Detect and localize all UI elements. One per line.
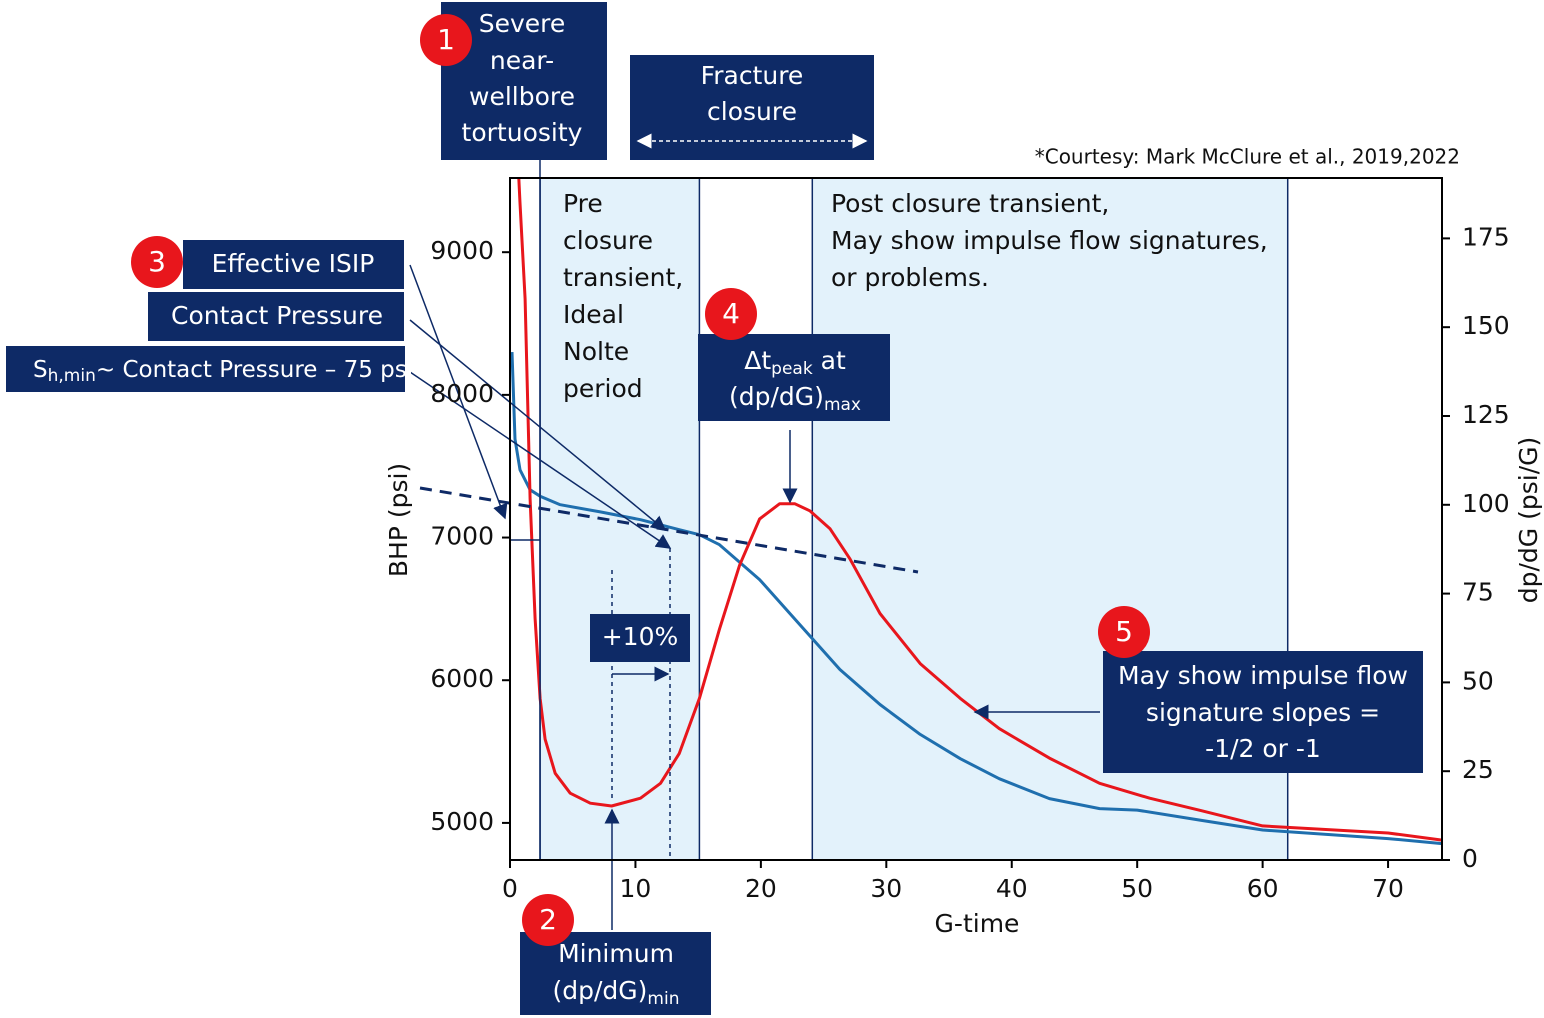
text-line: wellbore bbox=[469, 82, 575, 111]
x-tick-label: 0 bbox=[502, 874, 518, 903]
series-line bbox=[517, 177, 1443, 842]
text-line: (dp/dG)max bbox=[729, 382, 861, 415]
text-line: Ideal bbox=[563, 300, 624, 329]
text-line: Severe bbox=[479, 9, 566, 38]
y-tick-label: 5000 bbox=[430, 807, 494, 836]
text-part: Δt bbox=[744, 346, 771, 375]
badge: 5 bbox=[1115, 615, 1133, 648]
impulse-note: May show impulse flow signature slopes =… bbox=[1098, 606, 1423, 773]
text-line: Δtpeak at bbox=[744, 346, 846, 379]
text-line: closure bbox=[563, 226, 653, 255]
text-line: Sh,min~ Contact Pressure – 75 psi bbox=[33, 357, 413, 387]
y-tick-label: 8000 bbox=[430, 379, 494, 408]
text-line: or problems. bbox=[831, 263, 989, 292]
text-part: (dp/dG) bbox=[553, 976, 648, 1005]
text-line: May show impulse flow bbox=[1118, 661, 1408, 690]
text-line: Fracture bbox=[701, 61, 804, 90]
y-axis-label: BHP (psi) bbox=[384, 463, 413, 577]
y-tick-label: 9000 bbox=[430, 236, 494, 265]
y-tick-label: 6000 bbox=[430, 664, 494, 693]
plot-frame bbox=[509, 177, 1443, 861]
text-sub: max bbox=[824, 395, 861, 415]
text-line: Pre bbox=[563, 189, 603, 218]
text-line: Effective ISIP bbox=[212, 249, 375, 278]
text-line: transient, bbox=[563, 263, 683, 292]
text-line: signature slopes = bbox=[1146, 698, 1380, 727]
leaders bbox=[409, 160, 1100, 930]
badge: 1 bbox=[437, 23, 455, 56]
x-tick-label: 20 bbox=[745, 874, 777, 903]
text-line: Minimum bbox=[558, 939, 674, 968]
x-tick-label: 30 bbox=[870, 874, 902, 903]
y2-tick-label: 0 bbox=[1462, 844, 1478, 873]
effective-isip-note: Effective ISIP 3 bbox=[131, 236, 404, 289]
y2-tick-label: 125 bbox=[1462, 400, 1510, 429]
text-line: Nolte bbox=[563, 337, 629, 366]
y2-tick-label: 25 bbox=[1462, 755, 1494, 784]
y-tick-label: 7000 bbox=[430, 522, 494, 551]
y2-tick-label: 75 bbox=[1462, 578, 1494, 607]
y2-tick-label: 50 bbox=[1462, 666, 1494, 695]
y2-tick-label: 150 bbox=[1462, 311, 1510, 340]
text-line: closure bbox=[707, 97, 797, 126]
text-line: -1/2 or -1 bbox=[1205, 734, 1321, 763]
x-tick-label: 10 bbox=[620, 874, 652, 903]
text-sub: peak bbox=[771, 359, 813, 379]
plus10-note: +10% bbox=[590, 614, 690, 662]
text-part: ~ Contact Pressure – 75 psi bbox=[96, 357, 413, 383]
y2-tick-label: 100 bbox=[1462, 489, 1510, 518]
text-part: at bbox=[813, 346, 846, 375]
courtesy: *Courtesy: Mark McClure et al., 2019,202… bbox=[1035, 145, 1460, 169]
text-sub: min bbox=[647, 989, 679, 1009]
text-part: S bbox=[33, 357, 48, 383]
badge: 2 bbox=[539, 903, 557, 936]
pre-closure-text: Pre closure transient, Ideal Nolte perio… bbox=[563, 189, 683, 403]
peak-note: Δtpeak at (dp/dG)max 4 bbox=[698, 288, 890, 421]
x-tick-label: 40 bbox=[996, 874, 1028, 903]
y2-tick-label: 175 bbox=[1462, 222, 1510, 251]
text-line: Post closure transient, bbox=[831, 189, 1109, 218]
text-line: tortuosity bbox=[462, 118, 583, 147]
y2-axis-label: dp/dG (psi/G) bbox=[1514, 437, 1543, 604]
post-closure-text: Post closure transient, May show impulse… bbox=[831, 189, 1268, 292]
x-tick-label: 70 bbox=[1372, 874, 1404, 903]
x-axis-label: G-time bbox=[935, 909, 1020, 938]
text-line: +10% bbox=[602, 622, 679, 651]
shaded-region bbox=[540, 178, 700, 860]
badge: 3 bbox=[148, 245, 166, 278]
fracture-closure-note: Fracture closure bbox=[630, 55, 874, 160]
x-tick-label: 60 bbox=[1247, 874, 1279, 903]
text-sub: h,min bbox=[48, 366, 96, 386]
text-part: (dp/dG) bbox=[729, 382, 824, 411]
text-line: May show impulse flow signatures, bbox=[831, 226, 1268, 255]
tortuosity-note: Severe near- wellbore tortuosity 1 bbox=[420, 2, 607, 160]
text-line: Contact Pressure bbox=[171, 301, 383, 330]
badge: 4 bbox=[722, 297, 740, 330]
x-tick-label: 50 bbox=[1121, 874, 1153, 903]
contact-pressure-note: Contact Pressure bbox=[148, 292, 404, 341]
shmin-note: Sh,min~ Contact Pressure – 75 psi bbox=[6, 346, 413, 392]
text-line: period bbox=[563, 374, 643, 403]
minimum-note: Minimum (dp/dG)min 2 bbox=[520, 894, 711, 1015]
text-line: near- bbox=[490, 46, 554, 75]
text-line: (dp/dG)min bbox=[553, 976, 680, 1009]
